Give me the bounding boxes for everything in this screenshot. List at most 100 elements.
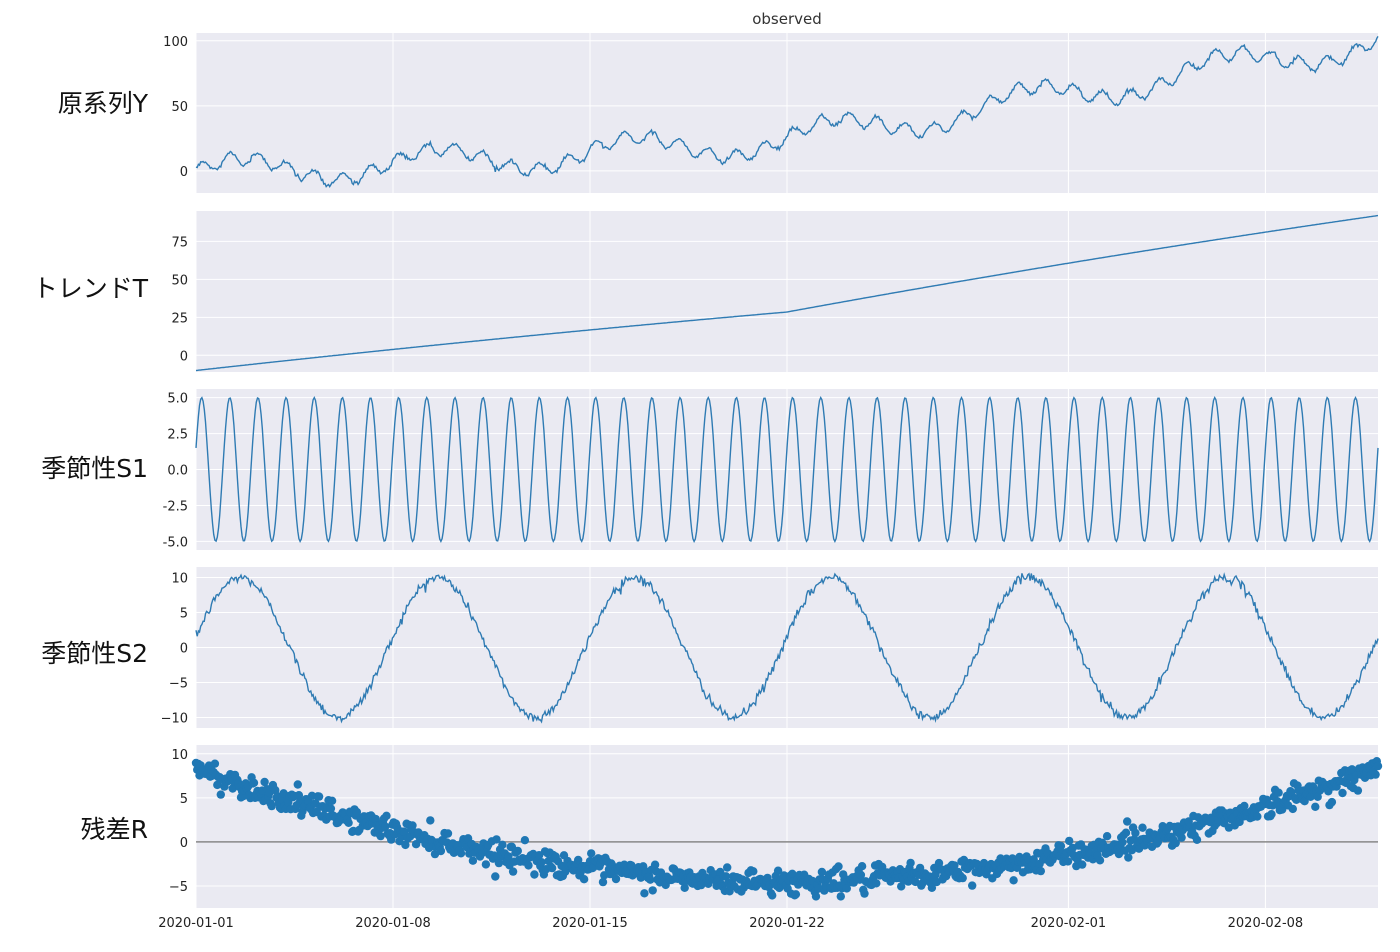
resid-point [352, 807, 362, 817]
resid-point [640, 889, 649, 898]
resid-point [836, 892, 845, 901]
panel-observed: 0 50 100 [163, 33, 1379, 193]
resid-point [456, 849, 466, 858]
resid-point [381, 822, 390, 831]
y-tick-label: 0 [180, 165, 188, 180]
resid-point [763, 873, 772, 883]
resid-point [267, 801, 276, 811]
resid-point [481, 860, 491, 869]
resid-point [491, 872, 500, 881]
resid-point [520, 836, 530, 845]
resid-point [1338, 788, 1347, 798]
resid-point [587, 849, 596, 858]
resid-point [1371, 770, 1380, 779]
resid-point [1056, 841, 1066, 851]
resid-point [773, 866, 783, 875]
panel-trend: 0 25 50 75 [171, 211, 1379, 372]
resid-point [1121, 828, 1131, 837]
resid-point [216, 790, 225, 799]
resid-point [723, 863, 732, 872]
y-tick-label: −10 [161, 712, 188, 727]
resid-point [228, 784, 237, 793]
resid-point [834, 862, 843, 871]
resid-point [498, 840, 507, 849]
resid-point [856, 870, 866, 880]
resid-point [1124, 853, 1133, 862]
resid-point [968, 881, 977, 890]
series-line-seasonal_s1 [195, 395, 1379, 544]
resid-point [314, 792, 324, 801]
resid-point [1300, 797, 1309, 806]
resid-point [1373, 761, 1383, 771]
side-label-trend: トレンドT [32, 274, 148, 303]
resid-point [648, 886, 657, 895]
x-tick-label: 2020-01-01 [158, 916, 234, 931]
resid-point [210, 759, 220, 768]
resid-point [598, 877, 608, 887]
resid-point [958, 873, 967, 883]
resid-point [680, 883, 689, 892]
y-tick-label: 2.5 [167, 428, 188, 443]
resid-point [611, 874, 621, 884]
resid-point [749, 867, 758, 876]
resid-point [1327, 797, 1337, 807]
series-line-observed [195, 36, 1379, 188]
resid-point [791, 890, 801, 899]
side-label-seasonal-s1: 季節性S1 [41, 454, 148, 483]
series-line-seasonal_s2 [195, 572, 1379, 724]
y-tick-label: −5 [169, 880, 188, 895]
resid-point [376, 831, 385, 841]
resid-point [627, 861, 636, 870]
resid-point [1029, 855, 1038, 864]
resid-point [547, 863, 557, 873]
resid-point [927, 883, 937, 892]
side-label-observed: 原系列Y [57, 89, 148, 118]
resid-point [513, 846, 522, 856]
resid-point [915, 863, 925, 873]
resid-point [1177, 833, 1186, 842]
resid-point [1288, 804, 1298, 814]
y-tick-label: 75 [171, 235, 188, 250]
side-label-seasonal-s2: 季節性S2 [41, 639, 148, 668]
resid-point [1267, 810, 1276, 819]
resid-point [249, 778, 259, 787]
resid-point [897, 882, 906, 891]
resid-point [811, 892, 821, 901]
x-tick-label: 2020-01-08 [355, 916, 431, 931]
resid-point [1078, 860, 1087, 869]
resid-point [1118, 838, 1127, 847]
y-tick-label: 0 [180, 836, 188, 851]
x-tick-label: 2020-02-01 [1031, 916, 1107, 931]
resid-point [860, 889, 869, 898]
resid-point [857, 862, 867, 871]
resid-point [646, 875, 655, 884]
panel-resid: −5 0 5 10 2020-01-01 2020-01-08 2020-01-15 2020… [158, 745, 1383, 931]
y-tick-label: 10 [171, 748, 188, 763]
resid-point [1102, 832, 1112, 841]
resid-point [934, 858, 944, 868]
resid-point [1274, 788, 1283, 797]
y-tick-label: 5 [180, 792, 188, 807]
series-line-trend [195, 214, 1379, 372]
side-label-resid: 残差R [80, 815, 148, 844]
resid-point [492, 835, 501, 844]
resid-point [293, 780, 302, 789]
resid-point [1192, 835, 1202, 844]
y-tick-label: 50 [171, 100, 188, 115]
resid-point [400, 827, 409, 836]
resid-point [213, 780, 222, 790]
y-tick-label: 50 [171, 273, 188, 288]
y-tick-label: 10 [171, 572, 188, 587]
resid-point [1240, 801, 1249, 811]
resid-point [1253, 812, 1262, 821]
resid-point [579, 875, 589, 884]
y-tick-label: 25 [171, 311, 188, 326]
x-tick-label: 2020-01-15 [552, 916, 628, 931]
resid-point [842, 884, 851, 893]
resid-point [650, 860, 660, 869]
resid-point [468, 856, 478, 865]
resid-point [788, 869, 797, 878]
resid-point [1009, 876, 1018, 885]
resid-point [1313, 792, 1322, 801]
